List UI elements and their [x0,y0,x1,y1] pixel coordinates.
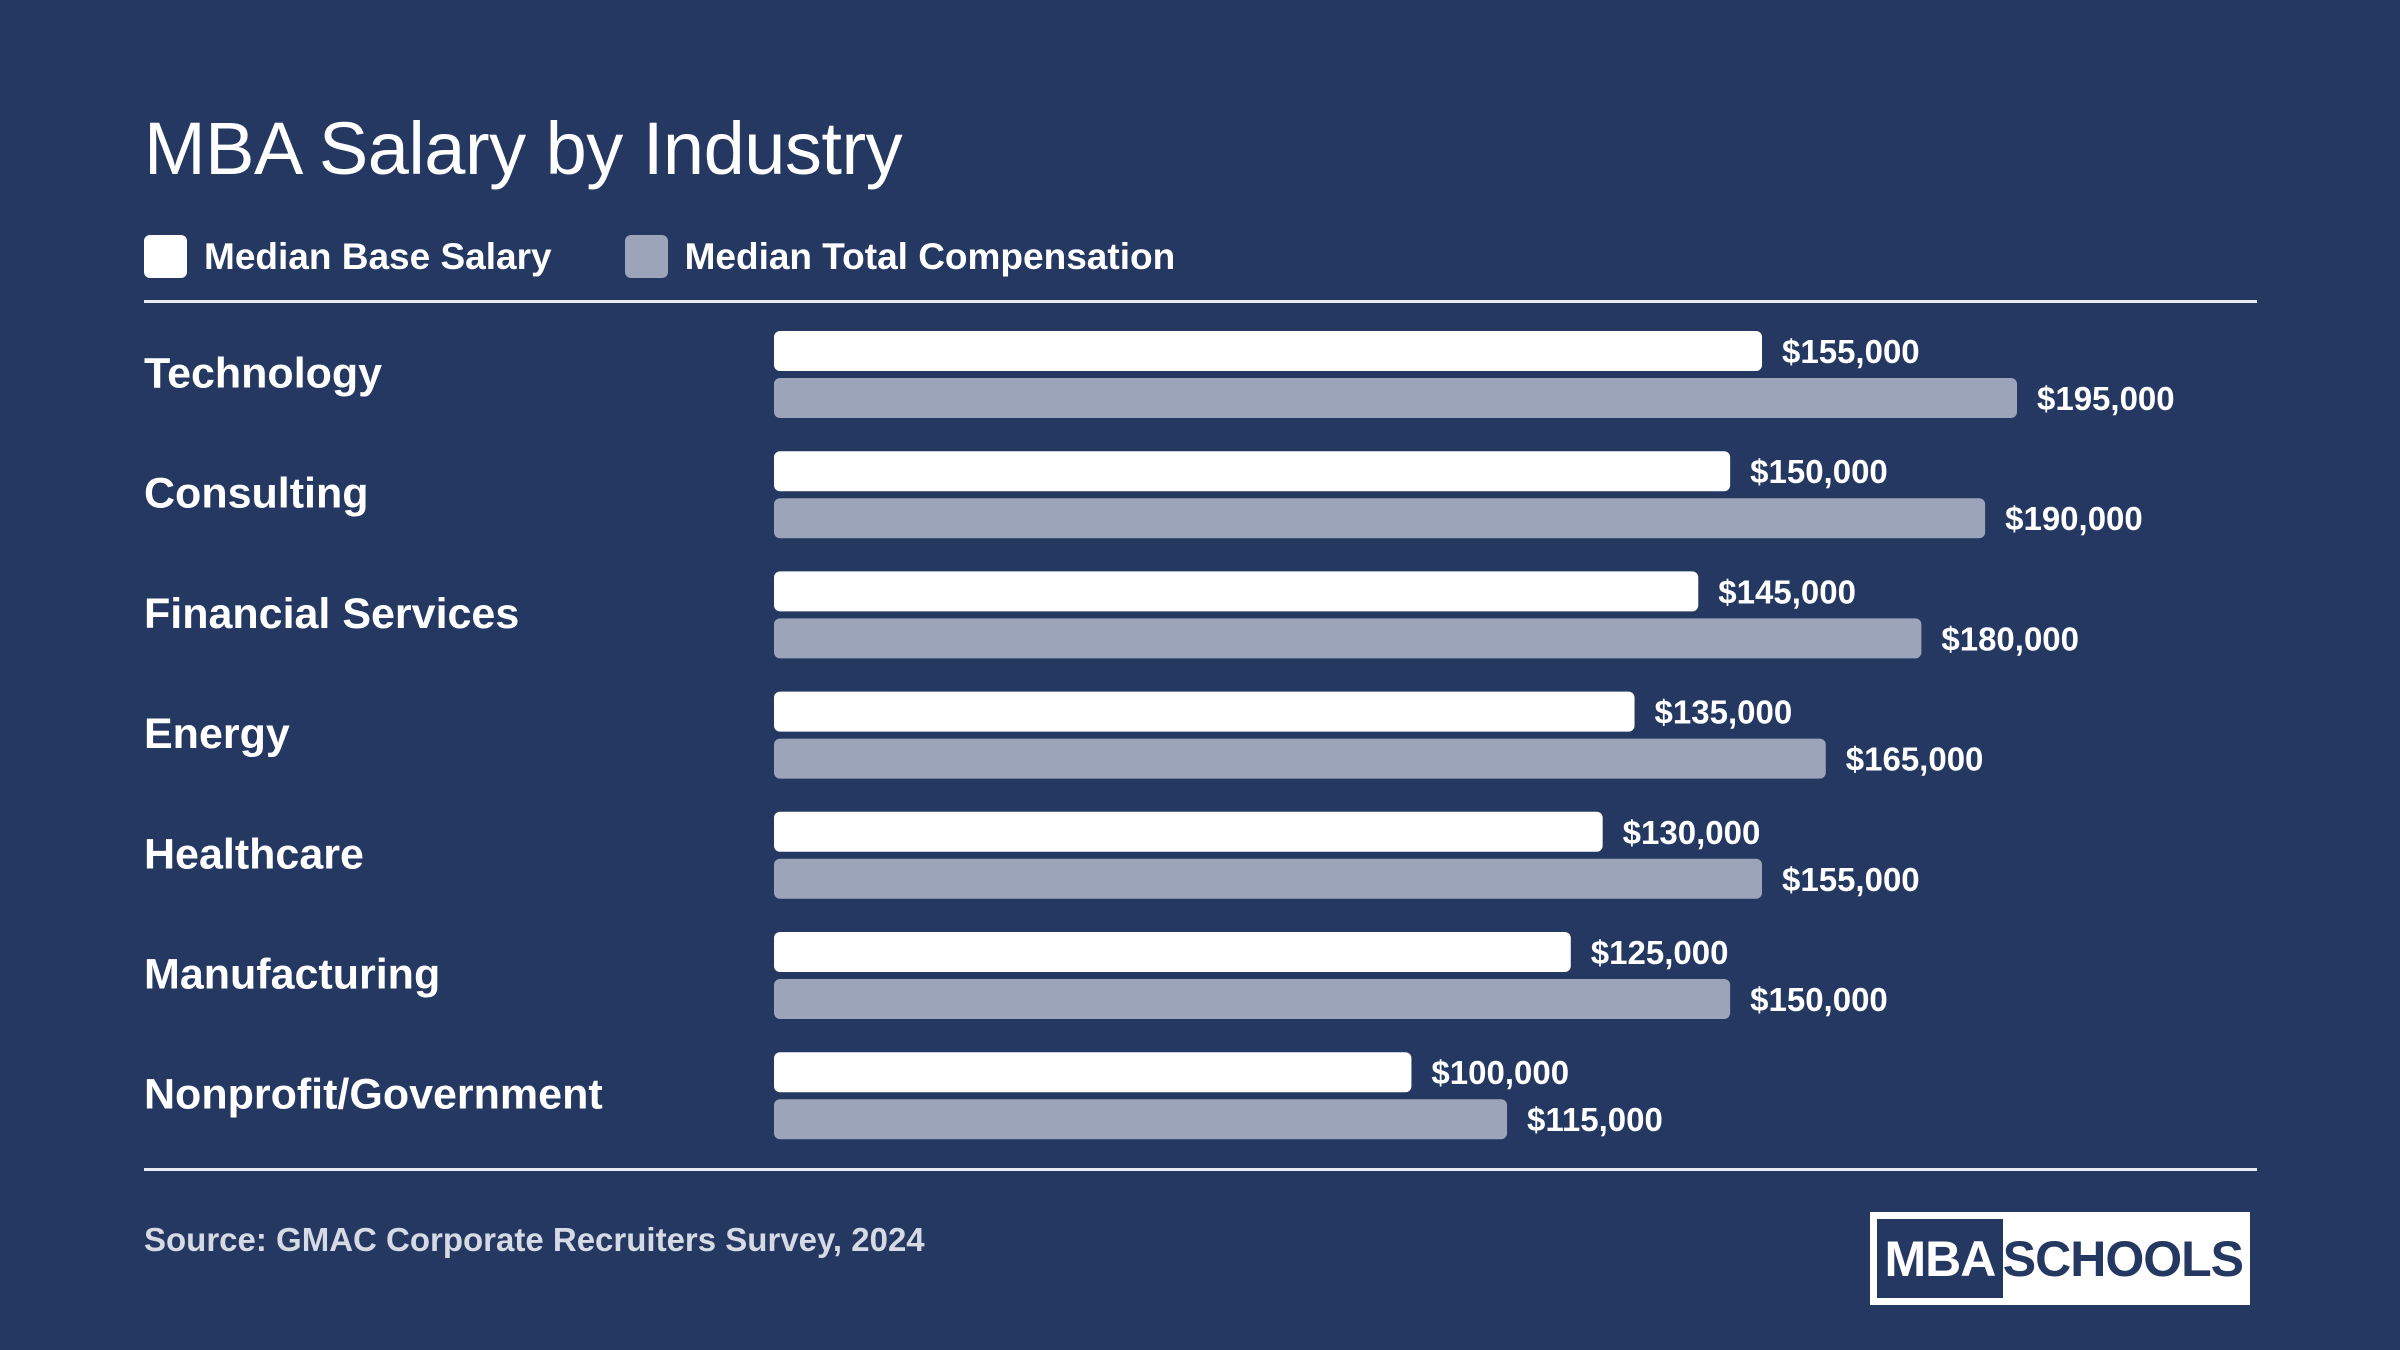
bar-total-compensation [774,979,1731,1019]
bar-base-salary [774,331,1763,371]
value-label-total: $190,000 [2005,500,2143,537]
bar-total-compensation [774,498,1986,539]
category-label: Financial Services [144,590,519,638]
value-label-total: $165,000 [1846,741,1984,778]
bar-base-salary [774,811,1603,852]
legend-swatch-base [144,235,187,278]
value-label-total: $150,000 [1750,981,1888,1018]
value-label-total: $155,000 [1782,861,1920,898]
bar-base-salary [774,1052,1412,1093]
logo-mba: MBA [1877,1219,2003,1298]
bar-base-salary [774,451,1731,492]
category-label: Healthcare [144,830,364,878]
legend-item-base: Median Base Salary [144,235,552,278]
category-label: Nonprofit/Government [144,1071,603,1119]
mba-schools-logo: MBA SCHOOLS [1870,1212,2250,1305]
value-label-base: $130,000 [1623,814,1761,851]
divider-bottom [144,1168,2257,1171]
bar-base-salary [774,571,1699,612]
value-label-total: $180,000 [1941,620,2079,657]
category-label: Manufacturing [144,951,440,999]
value-label-total: $195,000 [2037,380,2175,417]
bar-total-compensation [774,1099,1508,1140]
value-label-base: $125,000 [1591,934,1729,971]
category-label: Energy [144,710,290,758]
bar-total-compensation [774,858,1763,899]
legend: Median Base Salary Median Total Compensa… [144,235,1248,278]
bar-base-salary [774,932,1571,972]
divider-top [144,300,2257,303]
legend-label-base: Median Base Salary [204,235,552,277]
chart-title: MBA Salary by Industry [144,107,903,190]
legend-item-total: Median Total Compensation [624,235,1176,278]
bar-total-compensation [774,378,2017,418]
source-note: Source: GMAC Corporate Recruiters Survey… [144,1221,925,1258]
bar-total-compensation [774,738,1826,779]
category-label: Consulting [144,470,369,518]
value-label-base: $155,000 [1782,333,1920,370]
value-label-base: $100,000 [1431,1054,1569,1091]
bar-base-salary [774,691,1635,732]
value-label-base: $150,000 [1750,453,1888,490]
legend-swatch-total [624,235,668,278]
bar-total-compensation [774,618,1922,659]
value-label-base: $145,000 [1718,573,1856,610]
value-label-base: $135,000 [1655,694,1793,731]
value-label-total: $115,000 [1527,1101,1663,1138]
logo-schools: SCHOOLS [2002,1230,2244,1287]
category-label: Technology [144,350,382,398]
legend-label-total: Median Total Compensation [684,235,1176,277]
